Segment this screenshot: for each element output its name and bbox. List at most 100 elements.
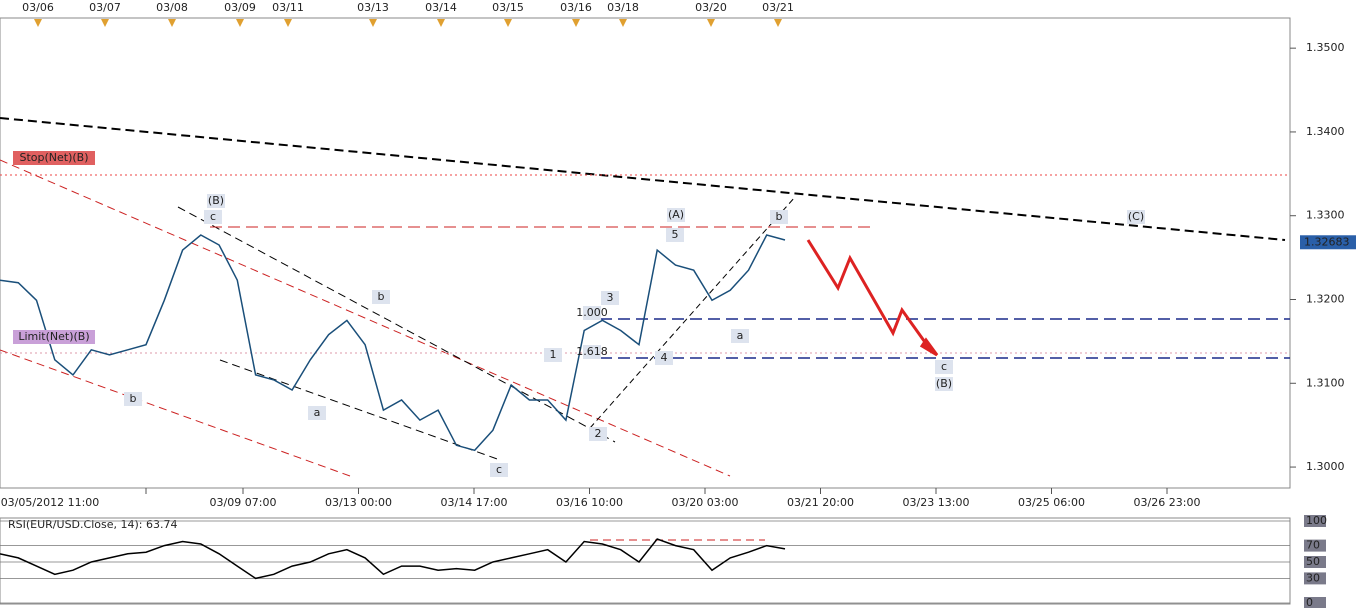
label-bg <box>589 427 607 441</box>
rsi-line <box>0 538 786 580</box>
wave-label: a <box>737 329 744 342</box>
channel-line <box>0 349 351 477</box>
date-marker: 03/21 <box>762 1 794 14</box>
wave-label: Stop(Net)(B) <box>19 151 88 164</box>
date-marker: 03/18 <box>607 1 639 14</box>
date-marker: 03/13 <box>357 1 389 14</box>
wave-label: 5 <box>672 228 679 241</box>
marker-icon <box>707 19 715 27</box>
wave-label: c <box>210 210 216 223</box>
label-bg <box>583 306 601 320</box>
y-tick-label: 1.3500 <box>1306 41 1345 54</box>
wave-label: (C) <box>1128 210 1144 223</box>
wave-label: b <box>378 290 385 303</box>
marker-icon <box>168 19 176 27</box>
forecast-arrow <box>806 239 934 353</box>
date-marker: 03/20 <box>695 1 727 14</box>
wave-label: 1 <box>550 348 557 361</box>
label-bg <box>490 463 508 477</box>
y-tick-label: 1.3400 <box>1306 125 1345 138</box>
date-marker: 03/09 <box>224 1 256 14</box>
x-tick-label: 03/09 07:00 <box>210 496 277 509</box>
y-tick-label: 1.3300 <box>1306 209 1345 222</box>
marker-icon <box>619 19 627 27</box>
date-marker: 03/07 <box>89 1 121 14</box>
x-tick-label: 03/05/2012 11:00 <box>1 496 100 509</box>
y-tick-label: 30 <box>1306 571 1320 584</box>
channel-line <box>589 196 796 429</box>
x-tick-label: 03/14 17:00 <box>441 496 508 509</box>
label-bg <box>655 351 673 365</box>
x-tick-label: 03/20 03:00 <box>672 496 739 509</box>
label-bg <box>935 377 953 391</box>
channel-line <box>219 359 501 461</box>
wave-label: a <box>314 406 321 419</box>
marker-icon <box>437 19 445 27</box>
wave-label: c <box>941 360 947 373</box>
wave-label: c <box>496 463 502 476</box>
label-bg <box>13 151 95 165</box>
last-price-label: 1.32683 <box>1304 235 1350 248</box>
marker-icon <box>504 19 512 27</box>
y-tick-label: 50 <box>1306 555 1320 568</box>
marker-icon <box>34 19 42 27</box>
label-bg <box>583 345 601 359</box>
x-tick-label: 03/23 13:00 <box>903 496 970 509</box>
y-tick-label: 1.3000 <box>1306 460 1345 473</box>
label-bg <box>935 360 953 374</box>
date-marker: 03/14 <box>425 1 457 14</box>
label-bg <box>207 194 225 208</box>
y-tick-label: 1.3100 <box>1306 376 1345 389</box>
wave-label: 2 <box>595 427 602 440</box>
rsi-panel <box>0 517 1291 605</box>
tick-label-bg <box>1304 515 1326 527</box>
label-bg <box>666 228 684 242</box>
price-panel <box>0 17 1291 489</box>
channel-line <box>0 159 731 477</box>
wave-label: (B) <box>208 194 224 207</box>
marker-icon <box>572 19 580 27</box>
last-price-box <box>1300 235 1356 250</box>
label-bg <box>601 291 619 305</box>
wave-label: Limit(Net)(B) <box>18 330 89 343</box>
date-marker: 03/15 <box>492 1 524 14</box>
x-tick-label: 03/16 10:00 <box>556 496 623 509</box>
y-tick-label: 1.3200 <box>1306 292 1345 305</box>
x-tick-label: 03/21 20:00 <box>787 496 854 509</box>
y-tick-label: 100 <box>1306 514 1327 527</box>
tick-label-bg <box>1304 556 1326 568</box>
tick-label-bg <box>1304 539 1326 552</box>
marker-icon <box>284 19 292 27</box>
label-bg <box>124 392 142 406</box>
marker-icon <box>774 19 782 27</box>
price-line <box>0 234 786 452</box>
channel-line <box>177 206 616 443</box>
wave-label: b <box>130 392 137 405</box>
label-bg <box>731 329 749 343</box>
arrow-head <box>919 337 939 357</box>
tick-label-bg <box>1304 597 1326 608</box>
marker-icon <box>236 19 244 27</box>
label-bg <box>1127 210 1145 224</box>
label-bg <box>308 406 326 420</box>
wave-label: 3 <box>607 291 614 304</box>
trend-line <box>0 117 1286 241</box>
date-marker: 03/11 <box>272 1 304 14</box>
wave-label: b <box>776 210 783 223</box>
wave-label: (A) <box>668 208 684 221</box>
label-bg <box>667 208 685 222</box>
wave-label: 4 <box>661 351 668 364</box>
date-marker: 03/08 <box>156 1 188 14</box>
wave-label: 1.000 <box>576 306 608 319</box>
wave-label: 1.618 <box>576 345 608 358</box>
y-tick-label: 0 <box>1306 596 1313 608</box>
marker-icon <box>369 19 377 27</box>
date-marker: 03/16 <box>560 1 592 14</box>
date-marker: 03/06 <box>22 1 54 14</box>
label-bg <box>372 290 390 304</box>
x-tick-label: 03/26 23:00 <box>1134 496 1201 509</box>
rsi-title: RSI(EUR/USD.Close, 14): 63.74 <box>8 518 177 531</box>
x-tick-label: 03/25 06:00 <box>1018 496 1085 509</box>
